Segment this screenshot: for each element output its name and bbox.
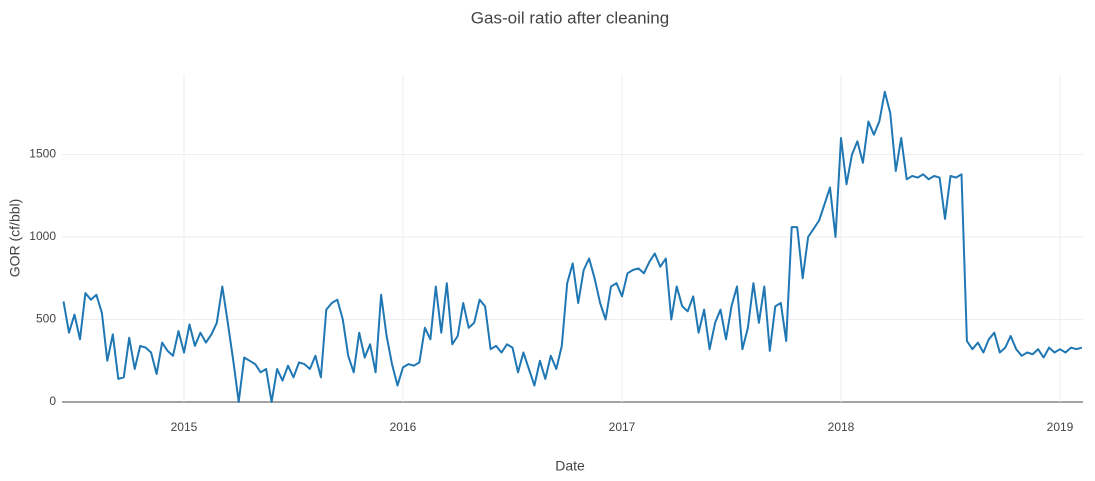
x-tick-label: 2017 [609,420,636,434]
x-tick-label: 2018 [828,420,855,434]
y-tick-label: 1500 [29,147,56,161]
y-tick-label: 1000 [29,229,56,243]
y-tick-label: 0 [49,394,56,408]
data-line [62,90,1083,403]
y-tick-label: 500 [36,312,56,326]
x-tick-label: 2016 [390,420,417,434]
y-axis-title: GOR (cf/bbl) [7,199,23,278]
x-axis-title: Date [555,458,585,474]
chart-title: Gas-oil ratio after cleaning [471,8,669,27]
x-tick-label: 2015 [171,420,198,434]
x-tick-label: 2019 [1047,420,1074,434]
